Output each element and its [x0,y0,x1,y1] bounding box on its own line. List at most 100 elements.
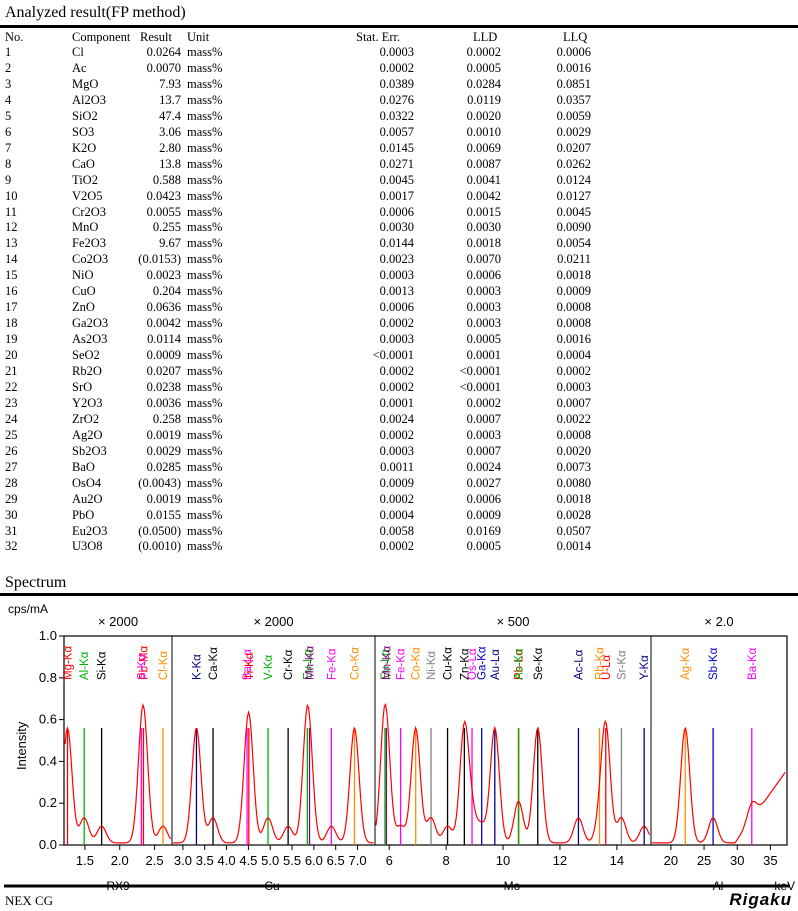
cell-component: Fe2O3 [72,236,107,251]
table-row: 26 Sb2O3 0.0029 mass% 0.0003 0.0007 0.0020 [0,443,798,458]
cell-component: SeO2 [72,348,100,363]
cell-unit: mass% [187,348,223,363]
cell-llq: 0.0018 [556,491,591,506]
cell-unit: mass% [187,395,223,410]
plot-frame [63,635,788,846]
cell-result: 0.0285 [146,459,181,474]
cell-unit: mass% [187,379,223,394]
cell-lld: 0.0003 [466,284,501,299]
cell-unit: mass% [187,92,223,107]
table-row: 6 SO3 3.06 mass% 0.0057 0.0010 0.0029 [0,124,798,139]
cell-stat-err: 0.0322 [379,108,414,123]
cell-unit: mass% [187,76,223,91]
cell-no: 23 [5,395,18,410]
cell-stat-err: 0.0024 [379,411,414,426]
element-label: S-Kα [136,654,148,680]
cell-stat-err: 0.0013 [379,284,414,299]
cell-no: 10 [5,188,18,203]
cell-stat-err: 0.0011 [380,459,414,474]
cell-no: 8 [5,156,12,171]
element-label: Mn-Kα [305,646,317,680]
cell-lld: 0.0003 [466,316,501,331]
table-row: 17 ZnO 0.0636 mass% 0.0006 0.0003 0.0008 [0,301,798,314]
cell-result: 0.0055 [146,204,181,219]
y-tick-label: 0.6 [39,712,57,727]
cell-no: 12 [5,220,18,235]
cell-no: 17 [5,300,18,315]
cell-component: Cr2O3 [72,204,107,219]
cell-no: 6 [5,124,12,139]
cell-unit: mass% [187,140,223,155]
cell-stat-err: 0.0002 [379,491,414,506]
element-label: Sb-Kα [708,647,720,680]
cell-unit: mass% [187,204,223,219]
cell-unit: mass% [187,316,223,331]
cell-lld: 0.0007 [466,411,501,426]
element-label: Mn-Kα [381,646,393,680]
cell-result: 0.0019 [146,491,181,506]
cell-stat-err: <0.0001 [372,348,414,363]
cell-stat-err: 0.0057 [379,124,414,139]
cell-no: 18 [5,316,18,331]
cell-component: CuO [72,284,96,299]
cell-llq: 0.0851 [556,76,591,91]
cell-unit: mass% [187,60,223,75]
cell-component: SrO [72,379,93,394]
table-row: 23 Y2O3 0.0036 mass% 0.0001 0.0002 0.0007 [0,395,798,410]
x-tick-label: 3.0 [174,853,192,868]
cell-result: 13.7 [159,92,181,107]
cell-unit: mass% [187,284,223,299]
cell-unit: mass% [187,427,223,442]
x-tick-label: 8 [443,853,450,868]
cell-lld: 0.0119 [467,92,501,107]
x-tick-label: 30 [730,853,744,868]
cell-lld: 0.0069 [466,140,501,155]
cell-no: 14 [5,252,18,267]
cell-component: Cl [72,45,84,59]
element-label: Ti-Kα [244,652,256,680]
cell-stat-err: 0.0002 [379,364,414,378]
cell-stat-err: 0.0002 [379,539,414,554]
cell-llq: 0.0020 [556,443,591,458]
spectrum-curve [652,726,786,844]
cell-llq: 0.0008 [556,427,591,442]
cell-llq: 0.0073 [556,459,591,474]
cell-llq: 0.0004 [556,348,591,363]
cell-unit: mass% [187,220,223,235]
table-row: 19 As2O3 0.0114 mass% 0.0003 0.0005 0.0016 [0,333,798,346]
cell-result: 9.67 [159,236,181,251]
cell-lld: 0.0087 [466,156,501,171]
cell-lld: 0.0020 [466,108,501,123]
cell-component: Au2O [72,491,103,506]
header-component: Component [72,30,131,44]
x-tick-label: 3.5 [196,853,214,868]
cell-no: 3 [5,76,12,91]
x-tick-label: 20 [664,853,678,868]
element-label: Cr-Kα [283,649,295,680]
cell-component: ZnO [72,300,95,315]
cell-unit: mass% [187,475,223,490]
cell-no: 2 [5,60,12,75]
cell-lld: 0.0030 [466,220,501,235]
cell-lld: 0.0042 [466,188,501,203]
cell-no: 1 [5,45,12,59]
y-tick-label: 0.0 [39,837,57,852]
element-label: Co-Kα [349,647,361,680]
cell-unit: mass% [187,300,223,315]
element-label: Pb-Mα [138,646,150,680]
cell-stat-err: 0.0145 [379,140,414,155]
cell-llq: 0.0006 [556,45,591,59]
cell-llq: 0.0211 [557,252,591,267]
cell-stat-err: 0.0002 [379,427,414,442]
element-label: Cu-Kα [443,647,455,680]
cell-llq: 0.0007 [556,395,591,410]
element-label: Al-Kα [79,651,91,680]
element-label: Mg-Kα [62,646,74,680]
cell-lld: 0.0070 [466,252,501,267]
cell-llq: 0.0018 [556,268,591,283]
cell-unit: mass% [187,252,223,267]
cell-component: U3O8 [72,539,103,554]
cell-llq: 0.0008 [556,300,591,315]
filter-label: Cu [264,879,279,890]
table-row: 1 Cl 0.0264 mass% 0.0003 0.0002 0.0006 [0,46,798,59]
